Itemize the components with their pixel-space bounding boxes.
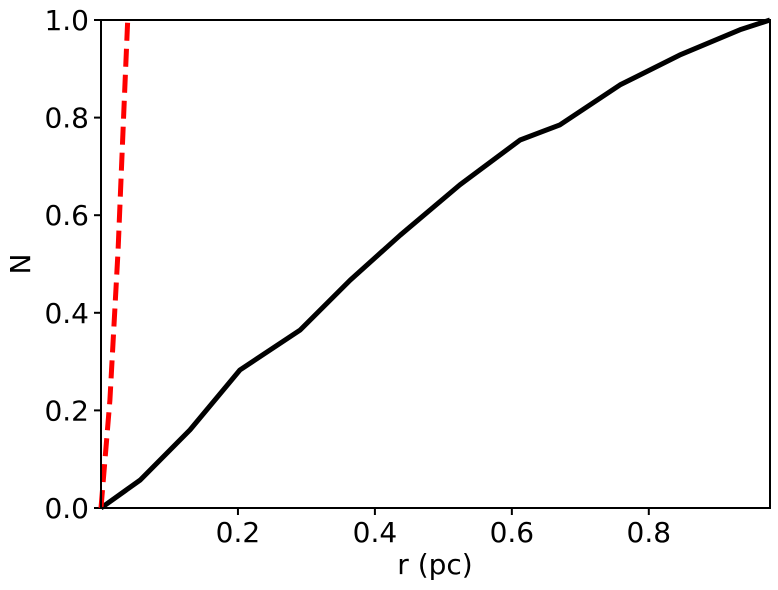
data-line — [99, 17, 771, 511]
plot-frame — [100, 19, 771, 509]
y-tick-label: 0.8 — [44, 102, 89, 135]
x-tick-label: 0.6 — [490, 516, 535, 549]
x-tick-label: 0.4 — [353, 516, 398, 549]
x-axis-label: r (pc) — [397, 548, 472, 581]
y-tick-label: 0.4 — [44, 297, 89, 330]
x-tick-label: 0.2 — [216, 516, 261, 549]
y-tick-label: 0.2 — [44, 394, 89, 427]
y-tick-label: 0.6 — [44, 199, 89, 232]
x-tick-label: 0.8 — [627, 516, 672, 549]
y-tick-label: 0.0 — [44, 492, 89, 525]
data-line — [98, 19, 131, 509]
y-axis-label: N — [4, 254, 37, 275]
y-tick-label: 1.0 — [44, 4, 89, 37]
